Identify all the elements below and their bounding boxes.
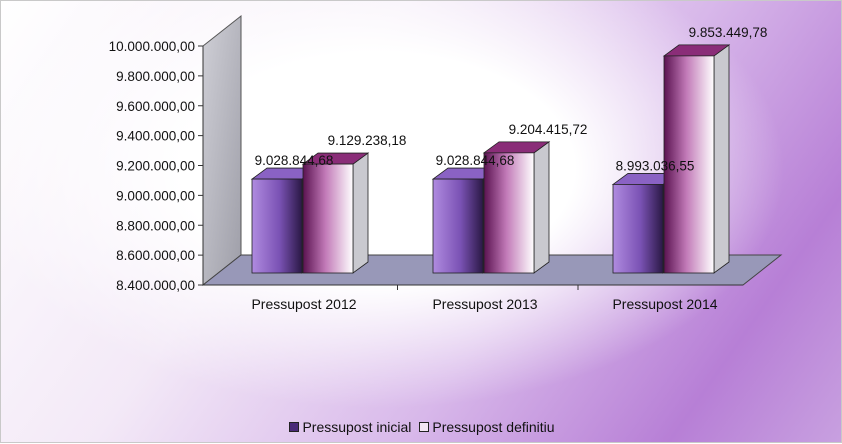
bars-group bbox=[250, 44, 731, 274]
bar-front bbox=[483, 152, 535, 274]
bar-definitiu bbox=[482, 141, 551, 274]
legend-item-definitiu[interactable]: Pressupost definitiu bbox=[419, 419, 555, 435]
legend-swatch-definitiu bbox=[419, 422, 430, 432]
legend-label-inicial: Pressupost inicial bbox=[302, 419, 412, 435]
bar-front bbox=[251, 178, 303, 274]
bar-front bbox=[432, 178, 484, 274]
data-label: 9.204.415,72 bbox=[509, 122, 588, 137]
y-tick-label: 8.800.000,00 bbox=[116, 218, 195, 233]
y-tick-label: 9.200.000,00 bbox=[116, 159, 195, 174]
bar-definitiu bbox=[301, 152, 370, 274]
data-label: 9.129.238,18 bbox=[328, 133, 407, 148]
legend-swatch-inicial bbox=[289, 422, 300, 432]
category-label: Pressupost 2013 bbox=[432, 296, 537, 312]
bar-side bbox=[713, 44, 730, 274]
category-label: Pressupost 2012 bbox=[251, 296, 356, 312]
data-label: 9.028.844,68 bbox=[255, 153, 334, 168]
legend-label-definitiu: Pressupost definitiu bbox=[432, 419, 555, 435]
data-label: 8.993.036,55 bbox=[616, 158, 695, 173]
y-tick-label: 10.000.000,00 bbox=[109, 39, 195, 54]
bar-side bbox=[533, 141, 550, 274]
y-tick-label: 9.600.000,00 bbox=[116, 99, 195, 114]
y-tick-label: 8.400.000,00 bbox=[116, 278, 195, 293]
data-label: 9.028.844,68 bbox=[436, 153, 515, 168]
bar-front bbox=[663, 55, 715, 274]
y-tick-label: 9.800.000,00 bbox=[116, 69, 195, 84]
data-label: 9.853.449,78 bbox=[689, 25, 768, 40]
y-axis: 8.400.000,00 8.600.000,00 8.800.000,00 9.00… bbox=[109, 39, 204, 293]
data-labels: 9.028.844,68 9.129.238,18 9.028.844,68 9.20… bbox=[255, 25, 768, 174]
bar-front bbox=[612, 184, 664, 274]
y-tick-label: 9.000.000,00 bbox=[116, 188, 195, 203]
bar-front bbox=[302, 163, 354, 274]
bar-side bbox=[352, 152, 369, 274]
legend: Pressupost inicial Pressupost definitiu bbox=[1, 419, 842, 435]
legend-item-inicial[interactable]: Pressupost inicial bbox=[289, 419, 411, 435]
y-tick-label: 8.600.000,00 bbox=[116, 248, 195, 263]
bar-definitiu bbox=[662, 44, 731, 274]
y-tick-label: 9.400.000,00 bbox=[116, 129, 195, 144]
x-axis: Pressupost 2012 Pressupost 2013 Pressupost… bbox=[203, 284, 743, 312]
side-wall bbox=[202, 14, 242, 287]
category-label: Pressupost 2014 bbox=[612, 296, 717, 312]
